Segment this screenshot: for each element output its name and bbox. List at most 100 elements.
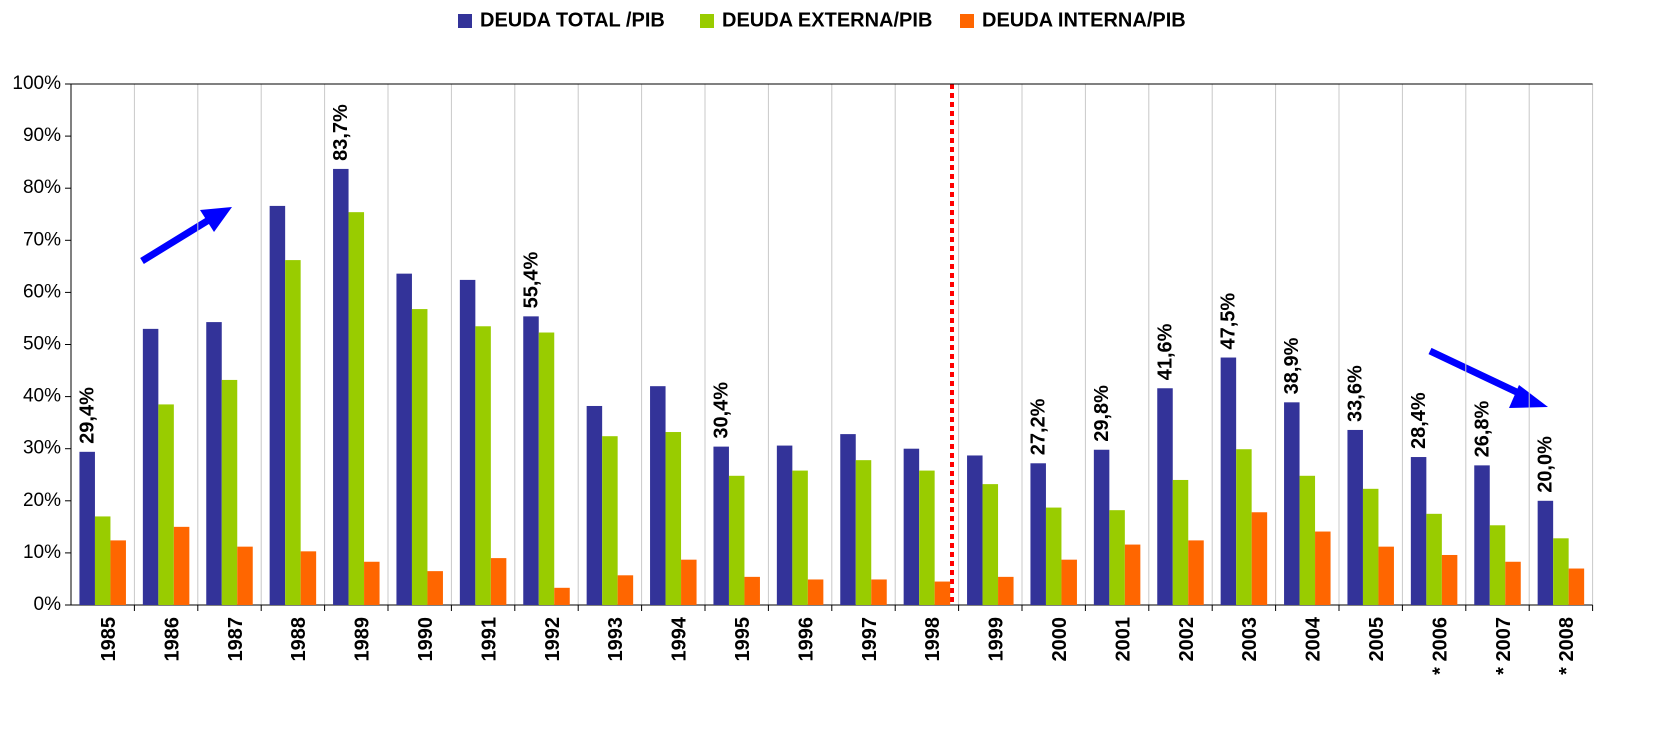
x-tick-label: 2003: [1239, 617, 1261, 662]
legend-label: DEUDA EXTERNA/PIB: [722, 9, 932, 31]
bar: [1109, 510, 1125, 605]
x-tick-label: 2001: [1112, 617, 1134, 662]
bar: [982, 484, 999, 605]
x-tick-label: 1989: [352, 617, 374, 662]
bar: [459, 279, 476, 605]
bar: [158, 404, 174, 605]
x-tick-label: 1987: [225, 617, 247, 662]
bar: [1299, 475, 1316, 605]
data-label: 33,6%: [1344, 365, 1366, 422]
bar: [1045, 507, 1062, 605]
bar: [792, 470, 808, 605]
bar: [79, 451, 95, 605]
arrow-up: [140, 207, 232, 264]
data-label: 26,8%: [1471, 400, 1493, 457]
bar: [1188, 540, 1204, 605]
bar: [871, 579, 887, 605]
bar: [523, 316, 539, 605]
bar: [1061, 559, 1077, 605]
y-tick-label: 100%: [12, 73, 61, 94]
data-label: 47,5%: [1218, 293, 1240, 350]
legend-swatch: [458, 14, 472, 28]
y-tick-label: 30%: [23, 438, 61, 459]
bar: [1489, 525, 1506, 605]
x-tick-label: * 2008: [1556, 617, 1578, 675]
bar: [1362, 488, 1379, 605]
bar: [142, 328, 159, 605]
bar: [967, 455, 983, 605]
bar: [1315, 531, 1331, 605]
x-tick-label: 1996: [795, 617, 817, 662]
bar: [1568, 568, 1585, 605]
bar: [1124, 544, 1141, 605]
bar: [490, 558, 507, 605]
bar: [94, 516, 111, 605]
bar: [110, 540, 126, 605]
bar: [427, 571, 443, 605]
bar: [1030, 463, 1046, 605]
bar: [333, 168, 349, 605]
bar: [1505, 561, 1521, 605]
x-tick-label: 1998: [922, 617, 944, 662]
y-tick-label: 0%: [34, 594, 62, 615]
legend-label: DEUDA INTERNA/PIB: [982, 9, 1186, 31]
bar: [617, 575, 634, 605]
bar: [300, 551, 317, 605]
bar: [237, 546, 253, 605]
bar: [903, 448, 920, 605]
bar: [650, 386, 666, 605]
bar: [1220, 357, 1237, 605]
x-tick-label: 2004: [1303, 616, 1325, 661]
legend-swatch: [700, 14, 714, 28]
bar: [713, 446, 729, 605]
data-label: 41,6%: [1154, 323, 1176, 380]
bar: [1093, 449, 1110, 605]
x-tick-label: 1999: [986, 617, 1008, 662]
y-tick-label: 70%: [23, 229, 61, 250]
bar: [934, 581, 951, 605]
y-tick-label: 10%: [23, 542, 61, 563]
bar: [1378, 546, 1394, 605]
x-tick-label: 1994: [669, 616, 691, 661]
y-tick-label: 60%: [23, 281, 61, 302]
bar: [1410, 457, 1427, 605]
y-tick-label: 50%: [23, 334, 61, 355]
bar: [1537, 500, 1554, 605]
x-tick-label: 1985: [98, 617, 120, 662]
x-tick-label: 2000: [1049, 617, 1071, 662]
y-tick-label: 80%: [23, 177, 61, 198]
bar: [1236, 449, 1252, 605]
x-tick-label: * 2007: [1493, 617, 1515, 675]
bar: [1157, 388, 1173, 605]
bar: [396, 273, 412, 605]
bar: [665, 432, 682, 605]
data-label: 83,7%: [330, 104, 352, 161]
data-label: 29,4%: [76, 387, 98, 444]
bar: [807, 579, 824, 605]
bar: [1347, 429, 1363, 605]
bar: [1172, 479, 1189, 605]
bar: [681, 559, 697, 605]
bar: [173, 526, 190, 605]
arrow-down: [1428, 347, 1548, 408]
bar: [411, 309, 428, 605]
bar: [364, 561, 380, 605]
data-label: 27,2%: [1027, 398, 1049, 455]
bar: [1474, 465, 1490, 605]
legend-swatch: [960, 14, 974, 28]
bar: [269, 205, 286, 605]
bar: [1426, 513, 1442, 605]
y-tick-label: 40%: [23, 386, 61, 407]
bar: [602, 436, 618, 605]
bar: [586, 405, 603, 605]
x-tick-label: 1993: [605, 617, 627, 662]
bar: [855, 460, 872, 605]
y-tick-label: 90%: [23, 125, 61, 146]
bar: [348, 212, 365, 605]
bar: [538, 332, 555, 605]
x-tick-label: 1995: [732, 617, 754, 662]
bar: [840, 434, 856, 605]
bar: [475, 326, 491, 605]
bar: [206, 322, 222, 605]
